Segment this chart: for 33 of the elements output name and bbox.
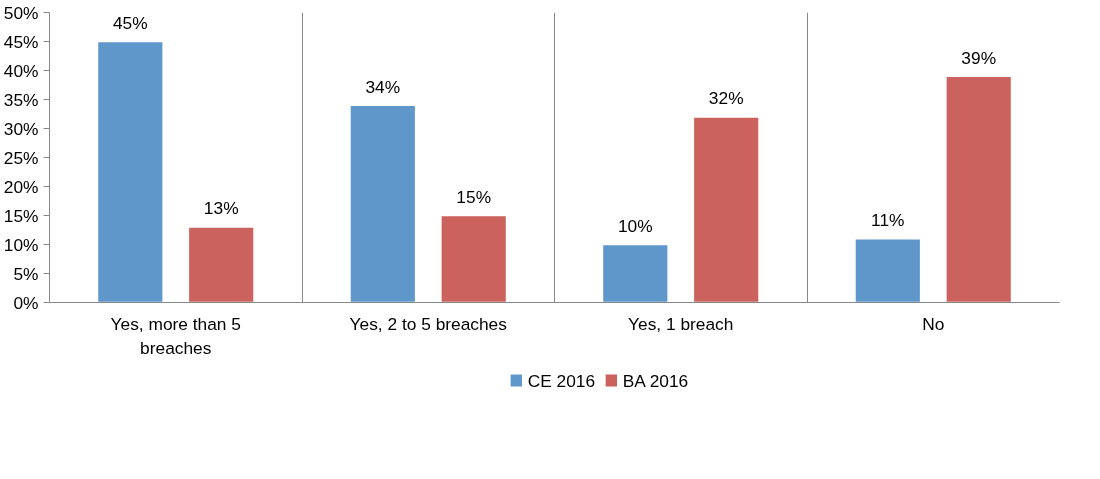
y-tick-label: 5% <box>13 263 39 284</box>
y-tick-label: 30% <box>3 118 39 139</box>
data-label: 15% <box>456 186 492 207</box>
y-tick-label: 0% <box>13 292 39 313</box>
data-label: 34% <box>365 76 401 97</box>
y-tick-label: 10% <box>3 234 39 255</box>
x-tick-label: Yes, 2 to 5 breaches <box>349 313 508 334</box>
y-tick-label: 45% <box>3 31 39 52</box>
legend-label: BA 2016 <box>622 370 689 391</box>
y-tick-label: 50% <box>3 2 39 23</box>
x-tick-label: Yes, 1 breach <box>628 313 734 334</box>
bar <box>945 75 1013 303</box>
bar <box>187 226 255 303</box>
legend-label: CE 2016 <box>527 370 596 391</box>
data-label: 10% <box>617 215 653 236</box>
y-tick-label: 15% <box>3 205 39 226</box>
data-label: 39% <box>961 47 997 68</box>
bar <box>96 40 164 303</box>
data-label: 32% <box>708 88 744 109</box>
y-tick-label: 25% <box>3 147 39 168</box>
data-label: 11% <box>871 210 905 230</box>
y-tick-label: 20% <box>3 176 39 197</box>
bar <box>692 116 760 303</box>
x-tick-label: Yes, more than 5 breaches <box>110 313 241 358</box>
bar <box>601 243 669 303</box>
bar <box>349 104 417 303</box>
bar <box>854 237 922 303</box>
x-tick-label: No <box>922 313 945 334</box>
bar <box>440 214 508 303</box>
data-label: 13% <box>203 198 239 219</box>
y-tick-label: 35% <box>3 89 39 110</box>
y-tick-label: 40% <box>3 60 39 81</box>
data-label: 45% <box>112 12 148 33</box>
